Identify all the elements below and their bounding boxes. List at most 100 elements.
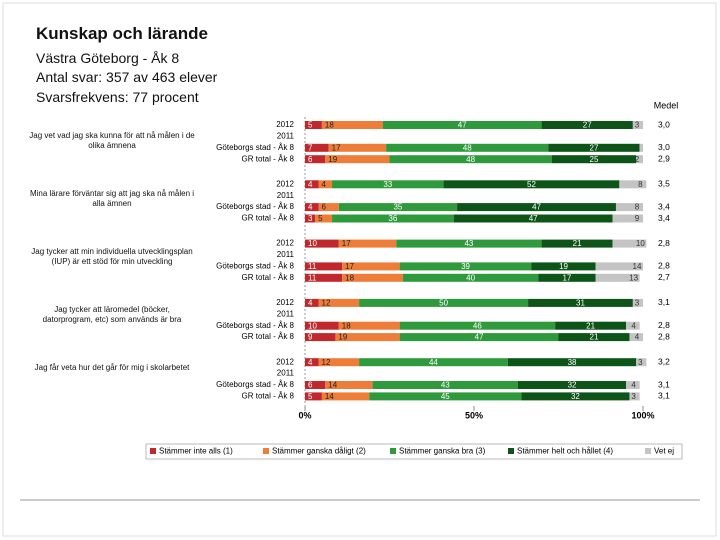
- bar-segment: [335, 333, 400, 342]
- bar-segment: [443, 180, 620, 189]
- data-label: 7: [308, 143, 313, 152]
- bar-segment: [359, 358, 508, 367]
- bar-segment: [399, 262, 532, 271]
- bar-segment: [639, 143, 643, 152]
- bar-segment: [632, 298, 643, 307]
- bar-segment: [325, 155, 390, 164]
- row-label: GR total - Åk 8: [242, 392, 295, 401]
- mean-value: 2,8: [658, 331, 670, 341]
- bar-segment: [528, 298, 633, 307]
- legend-label: Vet ej: [654, 447, 674, 456]
- bar-segment: [325, 381, 373, 389]
- bar-segment: [328, 143, 387, 152]
- data-label: 4: [308, 299, 313, 308]
- data-label: 4: [631, 321, 636, 330]
- bar-segment: [318, 180, 333, 189]
- bar-segment: [558, 333, 630, 342]
- row-label: Göteborgs stad - Åk 8: [216, 143, 294, 152]
- bar-segment: [612, 239, 647, 248]
- bar-segment: [619, 180, 647, 189]
- data-label: 17: [332, 143, 341, 152]
- row-label: 2012: [276, 120, 294, 129]
- legend-label: Stämmer ganska bra (3): [399, 447, 486, 456]
- x-tick-label: 0%: [298, 410, 311, 420]
- data-label: 18: [342, 321, 351, 330]
- bar-segment: [342, 262, 400, 271]
- bar-segment: [551, 155, 637, 164]
- bar-segment: [318, 203, 339, 212]
- bar-segment: [305, 321, 339, 330]
- bar-segment: [521, 392, 630, 401]
- data-label: 52: [527, 180, 536, 189]
- data-label: 8: [638, 180, 643, 189]
- bar-segment: [626, 381, 640, 389]
- title: Kunskap och lärande: [36, 24, 208, 43]
- bar-segment: [359, 298, 529, 307]
- mean-value: 3,0: [658, 119, 670, 129]
- mean-value: 2,8: [658, 261, 670, 271]
- question-label: Jag tycker att min individuella utveckli…: [31, 247, 193, 266]
- legend-label: Stämmer inte alls (1): [159, 447, 233, 456]
- bar-segment: [531, 262, 596, 271]
- bar-segment: [517, 381, 627, 389]
- data-label: 43: [464, 239, 473, 248]
- bar-segment: [315, 214, 333, 223]
- legend-label: Stämmer helt och hållet (4): [517, 447, 613, 456]
- row-label: Göteborgs stad - Åk 8: [216, 202, 294, 211]
- legend-box: [145, 443, 683, 460]
- bar-segment: [626, 321, 640, 330]
- data-label: 47: [529, 214, 538, 223]
- mean-value: 3,1: [658, 379, 670, 389]
- data-label: 35: [393, 203, 402, 212]
- legend-swatch: [390, 448, 396, 454]
- bar-segment: [305, 143, 329, 152]
- data-label: 12: [322, 299, 331, 308]
- row-label: 2011: [277, 309, 295, 318]
- subtitle: Antal svar: 357 av 463 elever: [36, 69, 218, 85]
- bar-segment: [382, 121, 542, 129]
- data-label: 9: [635, 214, 640, 223]
- bar-segment: [305, 298, 319, 307]
- data-label: 4: [308, 180, 313, 189]
- data-label: 25: [590, 155, 599, 164]
- row-label: 2011: [277, 132, 295, 141]
- data-label: 47: [458, 121, 467, 130]
- data-label: 43: [441, 381, 450, 390]
- row-label: 2012: [276, 239, 294, 248]
- legend-swatch: [263, 448, 269, 454]
- bar-segment: [615, 203, 643, 212]
- row-label: Göteborgs stad - Åk 8: [216, 262, 294, 271]
- data-label: 32: [568, 381, 577, 390]
- bar-segment: [305, 262, 343, 271]
- data-label: 19: [559, 262, 568, 271]
- data-label: 4: [631, 381, 636, 390]
- bar-segment: [632, 121, 643, 129]
- bar-segment: [305, 155, 326, 164]
- bar-segment: [548, 143, 640, 152]
- data-label: 3: [638, 358, 643, 367]
- bar-segment: [321, 392, 370, 401]
- mean-value: 3,5: [658, 179, 670, 189]
- bar-segment: [636, 358, 647, 367]
- bar-segment: [372, 381, 518, 389]
- bar-segment: [305, 381, 326, 389]
- mean-header: Medel: [654, 100, 679, 110]
- data-label: 6: [308, 155, 313, 164]
- question-label: Jag vet vad jag ska kunna för att nå mål…: [29, 131, 195, 150]
- bar-segment: [318, 298, 360, 307]
- row-label: 2011: [277, 191, 295, 200]
- data-label: 36: [388, 214, 397, 223]
- data-label: 31: [576, 299, 585, 308]
- mean-value: 3,1: [658, 391, 670, 401]
- data-label: 11: [308, 273, 317, 282]
- data-label: 11: [308, 262, 317, 271]
- mean-value: 3,2: [658, 356, 670, 366]
- bar-segment: [403, 273, 539, 282]
- bar-segment: [453, 214, 613, 223]
- legend-swatch: [150, 448, 156, 454]
- bar-segment: [338, 239, 397, 248]
- data-label: 27: [590, 143, 599, 152]
- data-label: 4: [308, 358, 313, 367]
